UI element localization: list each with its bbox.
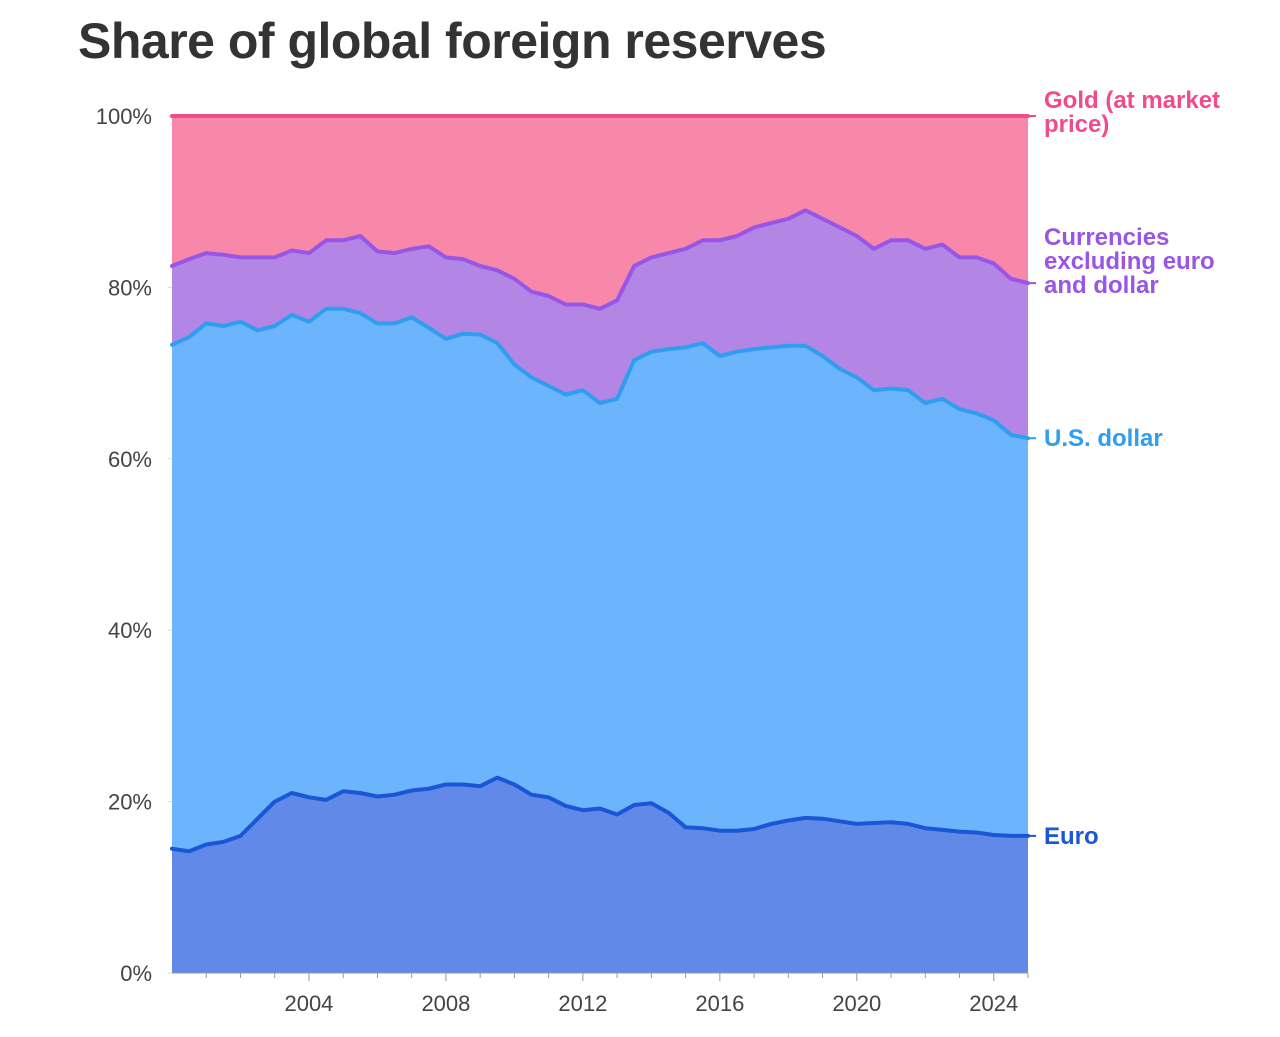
y-tick-label: 100% [96,104,152,129]
y-tick-label: 80% [108,275,152,300]
y-tick-label: 40% [108,618,152,643]
axes: 0% 20% 40% 60% 80% 100% 2004 2008 2012 2016 2020 20… [96,104,1029,1016]
area-layers [172,116,1028,974]
x-tick-label: 2004 [284,991,333,1016]
chart-title: Share of global foreign reserves [78,13,827,69]
y-tick-label: 60% [108,447,152,472]
line-euro [170,775,1030,854]
line-u-s-dollar [170,306,1030,441]
series-label-2-line-0: U.S. dollar [1044,425,1163,452]
line-currencies-excluding-euro-and-dollar [170,208,1030,311]
series-lines [170,114,1030,854]
x-tick-label: 2008 [421,991,470,1016]
y-tick-label: 20% [108,790,152,815]
x-tick-label: 2024 [969,991,1018,1016]
x-tick-label: 2016 [695,991,744,1016]
series-label-0-line-1: price) [1044,111,1109,138]
series-label-1-line-2: and dollar [1044,272,1159,299]
series-label-1-line-0: Currencies [1044,224,1169,251]
y-tick-label: 0% [120,961,152,986]
area-euro [172,777,1028,973]
series-label-3-line-0: Euro [1044,823,1099,850]
series-label-1-line-1: excluding euro [1044,248,1215,275]
series-label-0-line-0: Gold (at market [1044,87,1220,114]
x-tick-label: 2012 [558,991,607,1016]
x-tick-label: 2020 [832,991,881,1016]
